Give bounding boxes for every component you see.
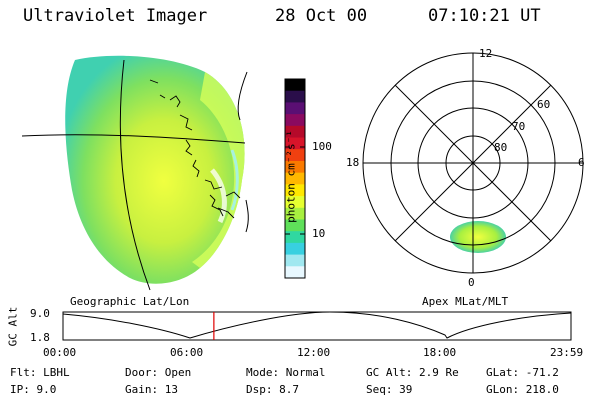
colorbar-band xyxy=(285,125,305,139)
instrument-title: Ultraviolet Imager xyxy=(23,6,208,26)
mlat-label-60: 60 xyxy=(537,98,551,111)
colorbar-unit-label: photon cm⁻²s⁻¹ xyxy=(284,130,298,223)
timeline-ytick-high: 9.0 xyxy=(30,307,50,320)
colorbar-band xyxy=(285,160,305,174)
mlt-label-12: 12 xyxy=(479,47,493,60)
timeline-xtick-1800: 18:00 xyxy=(423,346,457,359)
colorbar-band xyxy=(285,219,305,232)
mlt-label-0: 0 xyxy=(468,276,475,289)
colorbar-tick-100: 100 xyxy=(312,140,332,153)
glat-value: GLat: -71.2 xyxy=(486,366,559,379)
uv-emission-region xyxy=(65,55,245,284)
timeline-xtick-0600: 06:00 xyxy=(170,346,204,359)
mlat-label-80: 80 xyxy=(494,141,508,154)
door-value: Door: Open xyxy=(125,366,192,379)
coastline-outline xyxy=(149,79,241,219)
mlt-label-6: 6 xyxy=(578,156,585,169)
colorbar-band xyxy=(285,149,305,162)
gc-alt-value: GC Alt: 2.9 Re xyxy=(366,366,459,379)
timeline-ylabel: GC Alt xyxy=(6,306,20,347)
observation-time: 07:10:21 UT xyxy=(428,6,541,26)
timeline-xtick-1200: 12:00 xyxy=(297,346,331,359)
colorbar-band xyxy=(285,90,305,103)
ip-value: IP: 9.0 xyxy=(10,383,57,396)
colorbar-band xyxy=(285,266,305,279)
mode-value: Mode: Normal xyxy=(246,366,326,379)
mlt-label-18: 18 xyxy=(346,156,360,169)
observation-date: 28 Oct 00 xyxy=(275,6,368,26)
colorbar-band xyxy=(285,114,305,127)
polar-mlat-mlt-plot xyxy=(362,52,584,274)
colorbar-band xyxy=(285,172,305,185)
timeline-xtick-0000: 00:00 xyxy=(43,346,77,359)
apex-caption: Apex MLat/MLT xyxy=(422,295,509,308)
mlat-label-70: 70 xyxy=(512,120,526,133)
timeline-ytick-low: 1.8 xyxy=(30,331,50,344)
colorbar-band xyxy=(285,254,305,267)
dsp-value: Dsp: 8.7 xyxy=(246,383,299,396)
colorbar-band xyxy=(285,102,305,115)
colorbar-band xyxy=(285,196,305,209)
gain-value: Gain: 13 xyxy=(125,383,178,396)
colorbar-band xyxy=(285,242,305,256)
colorbar-band xyxy=(285,79,305,92)
colorbar-band xyxy=(285,184,305,197)
earth-disc-image xyxy=(21,55,249,291)
geographic-grid xyxy=(21,59,249,291)
colorbar-band xyxy=(285,207,305,220)
colorbar-tick-10: 10 xyxy=(312,227,326,240)
geographic-caption: Geographic Lat/Lon xyxy=(70,295,190,308)
gc-altitude-timeline xyxy=(62,311,572,341)
timeline-xtick-2359: 23:59 xyxy=(550,346,584,359)
seq-value: Seq: 39 xyxy=(366,383,413,396)
altitude-curve xyxy=(62,311,572,339)
glon-value: GLon: 218.0 xyxy=(486,383,559,396)
filter-value: Flt: LBHL xyxy=(10,366,70,379)
auroral-oval xyxy=(450,221,506,253)
